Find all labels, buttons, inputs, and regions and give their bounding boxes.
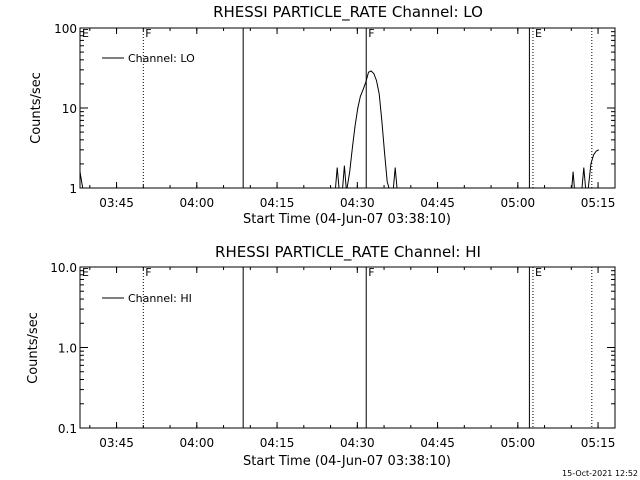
chart-title-lo: RHESSI PARTICLE_RATE Channel: LO — [213, 3, 483, 22]
x-tick-label: 04:45 — [420, 436, 455, 450]
x-tick-label: 05:15 — [581, 436, 616, 450]
y-tick-label: 0.1 — [58, 422, 77, 436]
x-tick-label: 04:30 — [340, 196, 375, 210]
chart-title-hi: RHESSI PARTICLE_RATE Channel: HI — [215, 243, 481, 262]
annotation-flag-label: F — [368, 266, 374, 279]
annotation-flag-label: E — [82, 27, 89, 40]
x-tick-label: 03:45 — [99, 436, 134, 450]
x-tick-label: 04:00 — [180, 436, 215, 450]
x-axis-label-lo: Start Time (04-Jun-07 03:38:10) — [243, 212, 451, 227]
x-tick-label: 04:15 — [260, 436, 295, 450]
x-tick-label: 04:15 — [260, 196, 295, 210]
panel-lo: RHESSI PARTICLE_RATE Channel: LO E F F E 03… — [29, 3, 616, 227]
x-tick-label: 04:30 — [340, 436, 375, 450]
legend-hi: Channel: HI — [102, 292, 192, 305]
annotation-flag-label: F — [368, 27, 374, 40]
y-axis-label-hi: Counts/sec — [26, 312, 41, 384]
axis-ticks-hi: 03:45 04:00 04:15 04:30 04:45 05:00 05:15 0.1 1.… — [50, 261, 615, 450]
y-tick-label: 10.0 — [50, 261, 77, 275]
x-tick-label: 04:45 — [420, 196, 455, 210]
annotation-flag-label: F — [145, 27, 151, 40]
series-line — [79, 70, 600, 189]
series-lo — [79, 70, 600, 189]
legend-entry-hi: Channel: HI — [128, 292, 192, 305]
y-tick-label: 10 — [62, 102, 77, 116]
y-tick-label: 1.0 — [58, 342, 77, 356]
x-axis-label-hi: Start Time (04-Jun-07 03:38:10) — [243, 454, 451, 469]
x-tick-label: 05:15 — [581, 196, 616, 210]
y-tick-label: 100 — [54, 22, 77, 36]
annotation-flag-label: E — [82, 266, 89, 279]
x-tick-label: 05:00 — [501, 196, 536, 210]
axis-ticks-lo: 03:45 04:00 04:15 04:30 04:45 05:00 05:15 1 10 10… — [54, 22, 615, 210]
annotation-flag-label: E — [535, 27, 542, 40]
panel-hi: RHESSI PARTICLE_RATE Channel: HI E F F E 03… — [26, 243, 616, 469]
generation-timestamp: 15-Oct-2021 12:52 — [562, 469, 638, 478]
x-tick-label: 03:45 — [99, 196, 134, 210]
x-tick-label: 04:00 — [180, 196, 215, 210]
y-axis-label-lo: Counts/sec — [29, 72, 44, 144]
legend-lo: Channel: LO — [102, 52, 195, 65]
x-tick-label: 05:00 — [501, 436, 536, 450]
y-tick-label: 1 — [69, 182, 77, 196]
legend-entry-lo: Channel: LO — [128, 52, 195, 65]
annotation-flag-label: F — [145, 266, 151, 279]
annotation-flag-label: E — [535, 266, 542, 279]
